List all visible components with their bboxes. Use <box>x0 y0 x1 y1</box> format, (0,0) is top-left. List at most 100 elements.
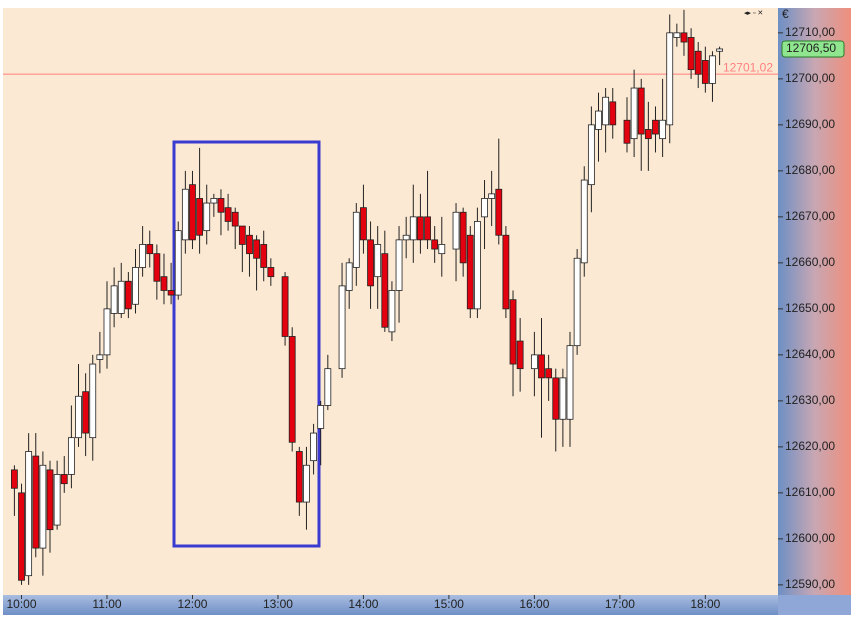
candle-body <box>417 216 424 241</box>
candle-body <box>60 474 68 485</box>
y-tick-label: 12690,00 <box>785 117 835 131</box>
y-tick-label: 12630,00 <box>785 393 835 407</box>
candle-body <box>39 464 47 549</box>
candle-body <box>338 285 346 370</box>
x-tick-label: 18:00 <box>690 597 720 611</box>
candle-body <box>18 492 25 581</box>
candle-body <box>217 198 225 213</box>
y-tick-label: 12610,00 <box>785 485 835 499</box>
candle-body <box>630 87 638 140</box>
candle-body <box>281 276 289 337</box>
last-price-label: 12706,50 <box>786 41 836 55</box>
candle-body <box>224 207 232 222</box>
candle-body <box>246 234 253 255</box>
y-tick-label: 12660,00 <box>785 255 835 269</box>
candle-body <box>160 276 168 291</box>
candle-body <box>174 230 182 296</box>
candle-body <box>438 244 446 255</box>
candle-body <box>709 55 716 84</box>
y-tick-label: 12650,00 <box>785 301 835 315</box>
candle-body <box>694 50 702 75</box>
candle-body <box>587 124 595 186</box>
candle-body <box>367 239 374 287</box>
candle-body <box>481 198 488 218</box>
candle-body <box>566 345 574 420</box>
candle-body <box>431 239 439 250</box>
candle-body <box>701 60 709 84</box>
candle-body <box>303 464 310 503</box>
y-tick-label: 12590,00 <box>785 577 835 591</box>
candle-body <box>89 363 97 439</box>
candle-body <box>82 391 90 434</box>
candle-body <box>673 32 681 38</box>
y-tick-label: 12640,00 <box>785 347 835 361</box>
candle-body <box>409 216 417 241</box>
candle-body <box>260 244 268 268</box>
candle-body <box>474 221 481 310</box>
candle-body <box>644 129 652 140</box>
candle-body <box>210 198 218 204</box>
candle-body <box>580 179 588 264</box>
candle-body <box>238 225 246 245</box>
candles <box>10 9 723 585</box>
candle-body <box>680 32 688 43</box>
candle-body <box>716 48 723 52</box>
candle-body <box>253 239 260 259</box>
button-icons[interactable]: ◂▸ ▫ ✕ <box>744 10 763 17</box>
candle-body <box>602 96 610 126</box>
candle-body <box>509 299 517 365</box>
x-tick-label: 12:00 <box>177 597 207 611</box>
candle-body <box>652 119 659 135</box>
candle-body <box>609 101 617 126</box>
candle-body <box>388 290 396 333</box>
candle-body <box>360 207 367 241</box>
candle-body <box>96 354 104 360</box>
candle-body <box>402 234 410 241</box>
candle-body <box>25 451 33 577</box>
candle-body <box>67 437 75 475</box>
candle-body <box>288 336 296 443</box>
reference-label: 12701,02 <box>723 60 773 74</box>
candle-body <box>103 308 111 356</box>
candle-body <box>374 244 382 278</box>
candle-body <box>295 451 303 503</box>
candle-body <box>310 432 317 462</box>
candle-body <box>502 234 510 310</box>
candle-body <box>352 211 360 268</box>
y-tick-label: 12620,00 <box>785 439 835 453</box>
candle-body <box>488 193 496 199</box>
x-tick-label: 16:00 <box>519 597 549 611</box>
candle-body <box>124 280 132 310</box>
candle-body <box>324 368 332 406</box>
y-axis-panel <box>778 8 851 595</box>
candle-body <box>317 405 325 429</box>
candle-body <box>139 244 147 268</box>
y-tick-label: 12600,00 <box>785 531 835 545</box>
x-axis-panel <box>3 595 778 615</box>
candle-body <box>381 253 389 328</box>
candle-body <box>466 234 474 310</box>
candle-body <box>424 216 431 241</box>
candle-body <box>196 198 203 236</box>
candle-body <box>595 110 602 130</box>
candle-body <box>267 267 275 278</box>
candle-body <box>687 37 695 71</box>
candle-body <box>552 377 560 420</box>
x-tick-label: 15:00 <box>434 597 464 611</box>
y-tick-label: 12710,00 <box>785 25 835 39</box>
candle-body <box>53 474 61 526</box>
candle-body <box>637 87 645 135</box>
candle-body <box>516 340 524 370</box>
currency: € <box>782 7 789 21</box>
buttons[interactable] <box>742 9 776 16</box>
window-buttons[interactable]: ◂▸ ▫ ✕ <box>742 9 776 17</box>
candle-body <box>459 211 467 264</box>
candle-body <box>395 239 403 291</box>
candle-body <box>110 285 118 314</box>
y-tick-label: 12670,00 <box>785 209 835 223</box>
x-tick-label: 11:00 <box>92 597 121 611</box>
candle-body <box>452 211 460 250</box>
y-tick-label: 12700,00 <box>785 71 835 85</box>
x-tick-label: 17:00 <box>605 597 635 611</box>
